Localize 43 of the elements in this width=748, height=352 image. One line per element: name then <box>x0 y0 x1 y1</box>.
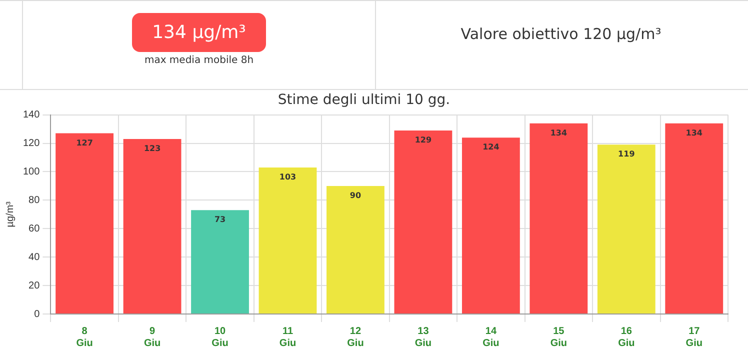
y-tick-label: 140 <box>22 110 40 121</box>
y-tick-label: 100 <box>22 166 40 178</box>
x-tick-label: 15 Giu <box>550 326 568 349</box>
data-label: 127 <box>76 138 93 148</box>
y-tick-label: 0 <box>34 308 40 320</box>
data-label: 124 <box>482 142 500 152</box>
bar <box>665 123 724 314</box>
x-tick-label: 13 Giu <box>414 326 432 349</box>
data-label: 134 <box>550 128 568 138</box>
bar <box>123 138 182 314</box>
bar <box>530 123 588 314</box>
text: max media mobile 8h <box>143 55 255 66</box>
y-tick-label: 120 <box>22 138 40 150</box>
data-label: 134 <box>686 128 703 138</box>
y-tick-label: 20 <box>28 280 40 292</box>
x-tick-label: 14 Giu <box>482 326 500 349</box>
x-tick-label: 9 Giu <box>144 326 161 349</box>
data-label: 103 <box>279 172 296 182</box>
y-tick-label: 60 <box>28 223 40 234</box>
y-tick-label: 40 <box>28 252 40 263</box>
data-label: 123 <box>144 144 161 153</box>
data-label: 119 <box>618 150 636 159</box>
text: 134 µg/m³ <box>132 13 266 52</box>
x-tick-label: 17 Giu <box>686 326 702 349</box>
data-label: 73 <box>214 215 226 224</box>
y-axis-title: µg/m³ <box>4 200 16 228</box>
data-label: 129 <box>414 135 432 144</box>
x-tick-label: 8 Giu <box>76 326 93 349</box>
bar <box>56 133 114 314</box>
data-label: 90 <box>350 190 362 200</box>
y-tick-label: 80 <box>28 194 40 206</box>
bar <box>326 186 384 314</box>
bar <box>462 138 520 314</box>
chart-title: Stime degli ultimi 10 gg. <box>278 92 450 108</box>
x-tick-label: 11 Giu <box>279 326 296 349</box>
text: Valore obiettivo 120 µg/m³ <box>460 25 662 43</box>
x-tick-label: 12 Giu <box>347 326 364 349</box>
bar <box>394 130 452 314</box>
bar <box>191 210 249 314</box>
bar <box>597 144 656 314</box>
x-tick-label: 16 Giu <box>618 326 635 349</box>
x-tick-label: 10 Giu <box>212 326 228 349</box>
bar <box>258 167 317 314</box>
